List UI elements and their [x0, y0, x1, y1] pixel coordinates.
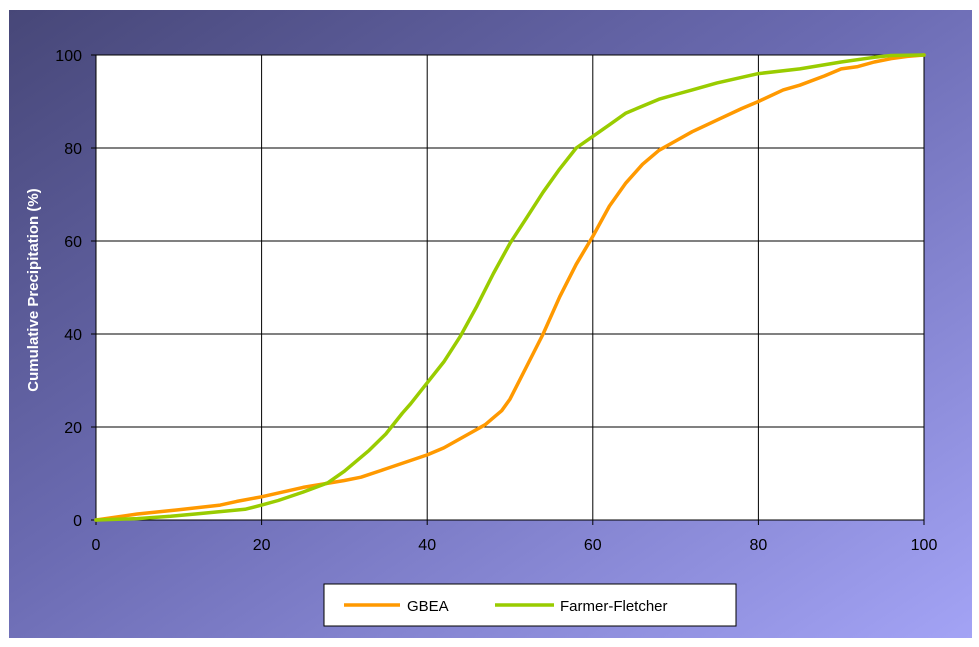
y-tick-label: 100 — [55, 48, 82, 65]
x-tick-label: 0 — [92, 537, 101, 554]
x-tick-label: 80 — [750, 537, 768, 554]
series-lines — [94, 53, 926, 522]
x-tick-label: 60 — [584, 537, 602, 554]
x-tick-label: 100 — [911, 537, 938, 554]
legend: GBEA Farmer-Fletcher — [323, 583, 737, 627]
x-tick-label: 20 — [253, 537, 271, 554]
y-tick-label: 0 — [73, 513, 82, 530]
x-tick-label: 40 — [418, 537, 436, 554]
tick-labels: 0 20 40 60 80 100 0 20 40 60 80 100 — [55, 48, 937, 554]
series-line-farmer-fletcher — [94, 53, 926, 522]
legend-label-farmer-fletcher: Farmer-Fletcher — [560, 598, 668, 615]
plot-area — [96, 55, 924, 520]
legend-label-gbea: GBEA — [407, 598, 449, 615]
y-axis-label: Cumulative Precipitation (%) — [25, 188, 42, 391]
axes — [91, 54, 925, 525]
y-tick-label: 60 — [64, 234, 82, 251]
y-tick-label: 80 — [64, 141, 82, 158]
y-tick-label: 20 — [64, 420, 82, 437]
y-tick-label: 40 — [64, 327, 82, 344]
